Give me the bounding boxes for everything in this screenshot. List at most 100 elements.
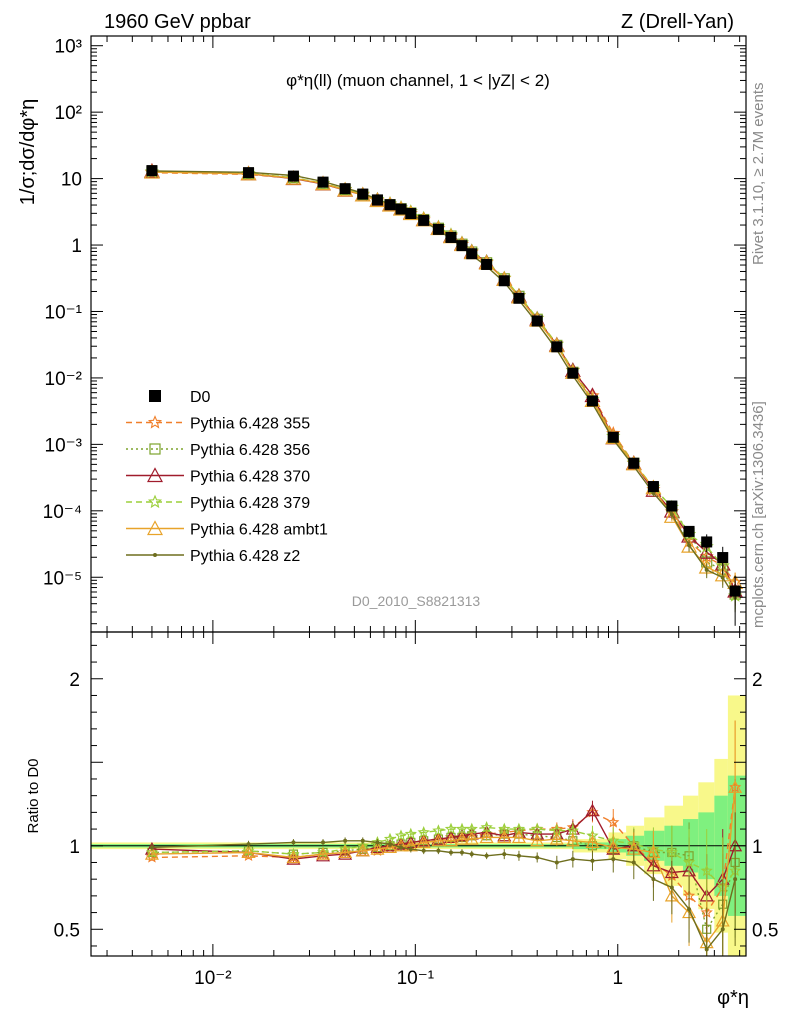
ratio-point — [416, 835, 431, 849]
data-point — [317, 176, 329, 188]
data-point — [586, 395, 598, 407]
ratio-point — [687, 907, 692, 912]
y-tick-label: 10⁻⁴ — [43, 502, 82, 523]
legend-entry: D0 — [149, 389, 211, 406]
ratio-point — [408, 847, 413, 852]
plot-frames — [90, 35, 747, 957]
analysis-label: D0_2010_S8821313 — [352, 593, 481, 609]
data-point — [607, 431, 619, 443]
data-point — [683, 525, 695, 537]
ratio-point — [436, 848, 441, 853]
ratio-point — [321, 840, 326, 845]
ratio-point — [516, 853, 521, 858]
ratio-point — [469, 852, 474, 857]
ratio-point — [394, 829, 408, 841]
legend-entry: Pythia 6.428 356 — [126, 442, 310, 459]
ratio-point — [704, 947, 709, 952]
legend-marker — [146, 520, 164, 536]
ratio-point — [479, 830, 494, 844]
ratio-point — [454, 831, 469, 845]
legend-entry: Pythia 6.428 ambt1 — [126, 520, 328, 539]
data-point — [663, 508, 680, 523]
ratio-point — [720, 927, 725, 932]
data-point — [704, 567, 709, 572]
data-point — [628, 457, 640, 469]
data-point — [395, 203, 407, 215]
ratio-point — [665, 846, 678, 858]
data-point — [243, 167, 255, 179]
data-point — [371, 194, 383, 206]
ratio-point — [455, 822, 469, 835]
rivet-version: Rivet 3.1.10, ≥ 2.7M events — [750, 83, 767, 266]
ratio-point — [631, 860, 636, 865]
y-axis-label: 1/σ;dσ/dφ*η — [17, 99, 39, 206]
ratio-y-tick-label: 0.5 — [54, 920, 80, 941]
ratio-point — [464, 831, 479, 845]
x-axis-label: φ*η — [717, 987, 749, 1009]
ratio-point — [388, 842, 393, 847]
data-point — [498, 275, 510, 287]
data-point — [647, 481, 659, 493]
data-point — [432, 223, 444, 235]
ratio-point — [530, 822, 544, 835]
ratio-point — [241, 845, 256, 859]
ratio-point — [291, 840, 296, 845]
ratio-point — [431, 833, 446, 847]
x-tick-label: 10⁻² — [194, 968, 232, 989]
ratio-point — [417, 825, 430, 838]
ratio-point — [149, 845, 154, 850]
data-point — [418, 214, 430, 226]
ratio-point — [733, 877, 738, 882]
ratio-point — [484, 853, 489, 858]
ratio-point — [682, 856, 696, 868]
data-point — [456, 240, 468, 252]
x-tick-label: 10⁻¹ — [397, 968, 435, 989]
legend-label: Pythia 6.428 z2 — [190, 548, 300, 565]
axis-ticks: 10⁻² 10⁻¹ 1 10³ 10² 10 1 10⁻¹ 10⁻² 10⁻³ 10⁻⁴ 10⁻⁵ 2 2… — [43, 36, 778, 989]
header-left: 1960 GeV ppbar — [104, 11, 251, 33]
ratio-point — [343, 838, 348, 843]
ratio-point — [370, 841, 385, 855]
ratio-point — [144, 846, 159, 860]
data-point — [513, 292, 525, 304]
data-point — [466, 248, 478, 260]
legend-entry: Pythia 6.428 379 — [126, 494, 310, 512]
ratio-y-tick-label: 2 — [69, 670, 80, 691]
ratio-point — [383, 840, 398, 854]
ratio-y-tick-label-right: 2 — [752, 670, 763, 691]
plot-title: φ*η(ll) (muon channel, 1 < |yZ| < 2) — [286, 71, 550, 90]
ratio-y-axis-label: Ratio to D0 — [25, 758, 42, 833]
ratio-point — [669, 885, 674, 890]
ratio-point — [700, 864, 713, 877]
data-point — [666, 500, 678, 512]
y-tick-label: 10³ — [55, 37, 82, 58]
ratio-point — [432, 824, 445, 836]
data-point — [405, 208, 417, 220]
y-tick-label: 10⁻³ — [45, 435, 83, 456]
ratio-point — [246, 842, 251, 847]
ratio-point — [590, 858, 595, 863]
data-point — [720, 575, 725, 580]
ratio-point — [502, 852, 507, 857]
ratio-point — [611, 857, 616, 862]
legend-marker — [146, 467, 164, 483]
legend-marker — [147, 415, 163, 429]
legend-marker — [149, 390, 161, 402]
ratio-point — [497, 830, 512, 844]
ratio-uncertainty-bands — [91, 695, 746, 956]
ratio-point — [443, 833, 458, 847]
x-tick-label: 1 — [612, 968, 623, 989]
legend-marker — [147, 494, 163, 509]
ratio-point — [585, 835, 600, 849]
ratio-frame — [90, 631, 747, 957]
data-point — [357, 188, 369, 200]
ratio-series-pythia-6-428-z2 — [149, 812, 738, 956]
ratio-point — [459, 850, 464, 855]
ratio-point — [375, 840, 380, 845]
legend-label: Pythia 6.428 355 — [190, 416, 310, 433]
legend-label: D0 — [190, 389, 211, 406]
data-point — [681, 537, 698, 553]
data-point — [384, 199, 396, 211]
data-point — [717, 552, 729, 564]
